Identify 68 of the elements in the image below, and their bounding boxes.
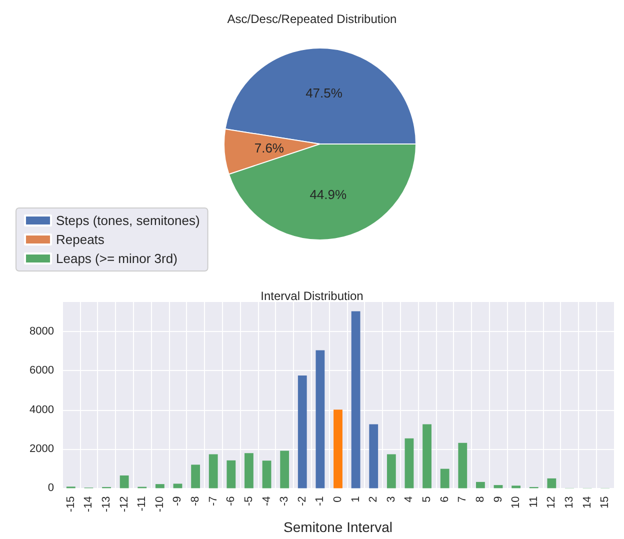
bar (280, 450, 290, 488)
bar (547, 478, 556, 488)
x-tick-label: -8 (190, 496, 202, 506)
bar (512, 486, 521, 488)
x-tick-label: 5 (421, 496, 434, 502)
x-tick-label: -9 (172, 496, 184, 506)
bar (386, 454, 396, 488)
chart-title: Interval Distribution (260, 289, 364, 303)
x-tick-label: 4 (403, 496, 416, 502)
y-tick-label: 8000 (30, 325, 54, 338)
y-tick-label: 0 (48, 482, 54, 494)
x-tick-label: 9 (492, 496, 504, 502)
x-tick-label: 14 (581, 496, 594, 508)
y-tick-label: 6000 (30, 364, 54, 377)
bar (173, 484, 182, 488)
x-tick-label: -13 (100, 496, 113, 512)
x-tick-label: 2 (368, 496, 380, 502)
bar (494, 485, 503, 488)
x-tick-label: -14 (82, 496, 95, 512)
bar (155, 484, 164, 488)
bar (298, 376, 307, 488)
x-tick-label: 15 (599, 496, 612, 508)
data-label: 44.9% (310, 186, 347, 202)
x-tick-label: -3 (278, 496, 291, 506)
x-tick-label: -5 (242, 496, 255, 506)
bar (458, 442, 468, 488)
bar (244, 453, 254, 488)
data-label: 7.6% (254, 140, 284, 156)
bar (440, 468, 450, 488)
x-tick-label: -1 (314, 496, 326, 506)
bar (334, 410, 342, 488)
bar (262, 460, 272, 488)
data-label: 47.5% (306, 86, 343, 101)
x-tick-label: 7 (456, 496, 469, 502)
x-axis-title: Semitone Interval (284, 519, 392, 535)
bar (316, 350, 325, 488)
bar (191, 464, 200, 488)
x-tick-label: -7 (207, 496, 220, 506)
x-tick-label: 11 (528, 496, 540, 508)
x-tick-label: -6 (225, 496, 238, 506)
bar (120, 475, 129, 488)
bar (422, 424, 432, 488)
x-tick-label: 8 (474, 496, 486, 502)
x-tick-label: -10 (154, 496, 166, 512)
y-tick-label: 2000 (30, 443, 54, 455)
legend-label: Repeats (56, 232, 105, 247)
bar (404, 438, 414, 488)
bar (476, 482, 485, 488)
x-tick-label: -15 (64, 496, 77, 512)
legend-label: Steps (tones, semitones) (56, 213, 200, 228)
bar (351, 311, 360, 488)
x-tick-label: 3 (385, 496, 398, 502)
chart-title: Asc/Desc/Repeated Distribution (227, 12, 397, 26)
x-tick-label: -11 (136, 496, 148, 512)
x-tick-label: -12 (118, 496, 130, 512)
x-tick-label: 6 (438, 496, 451, 502)
y-tick-label: 4000 (30, 404, 54, 416)
x-tick-label: 1 (350, 496, 362, 502)
x-tick-label: 0 (332, 496, 344, 502)
x-tick-label: 12 (546, 496, 558, 508)
x-tick-label: -2 (296, 496, 308, 506)
x-tick-label: 13 (563, 496, 576, 508)
bar (208, 454, 218, 488)
legend-label: Leaps (>= minor 3rd) (56, 251, 178, 266)
x-tick-label: -4 (260, 496, 273, 506)
x-tick-label: 10 (510, 496, 522, 508)
bar (369, 424, 378, 488)
bar (226, 460, 236, 488)
